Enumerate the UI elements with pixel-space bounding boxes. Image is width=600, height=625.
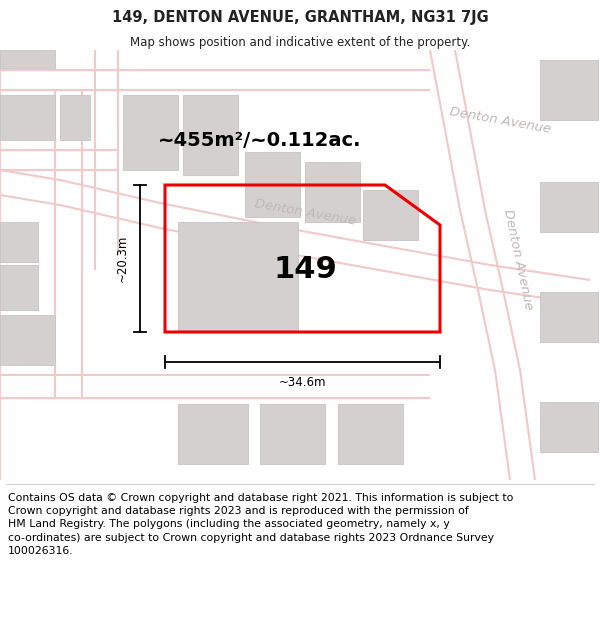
- Bar: [183, 95, 238, 175]
- Bar: [178, 222, 298, 332]
- Bar: [60, 95, 90, 140]
- Text: Contains OS data © Crown copyright and database right 2021. This information is : Contains OS data © Crown copyright and d…: [8, 493, 513, 556]
- Text: 149: 149: [273, 256, 337, 284]
- Bar: [245, 152, 300, 217]
- Text: Denton Avenue: Denton Avenue: [448, 104, 552, 136]
- Bar: [260, 404, 325, 464]
- Bar: [0, 222, 38, 262]
- Text: Denton Avenue: Denton Avenue: [501, 208, 535, 312]
- Text: ~20.3m: ~20.3m: [115, 235, 128, 282]
- Bar: [0, 315, 55, 365]
- Bar: [178, 404, 248, 464]
- Bar: [540, 60, 598, 120]
- Bar: [540, 292, 598, 342]
- Bar: [0, 50, 55, 68]
- Text: Denton Avenue: Denton Avenue: [253, 197, 357, 228]
- Text: ~455m²/~0.112ac.: ~455m²/~0.112ac.: [158, 131, 362, 149]
- Text: 149, DENTON AVENUE, GRANTHAM, NG31 7JG: 149, DENTON AVENUE, GRANTHAM, NG31 7JG: [112, 10, 488, 25]
- Text: ~34.6m: ~34.6m: [279, 376, 326, 389]
- Bar: [0, 95, 55, 140]
- Bar: [540, 402, 598, 452]
- Bar: [123, 95, 178, 170]
- Bar: [305, 162, 360, 222]
- Text: Map shows position and indicative extent of the property.: Map shows position and indicative extent…: [130, 36, 470, 49]
- Bar: [338, 404, 403, 464]
- Bar: [540, 182, 598, 232]
- Bar: [0, 265, 38, 310]
- Bar: [363, 190, 418, 240]
